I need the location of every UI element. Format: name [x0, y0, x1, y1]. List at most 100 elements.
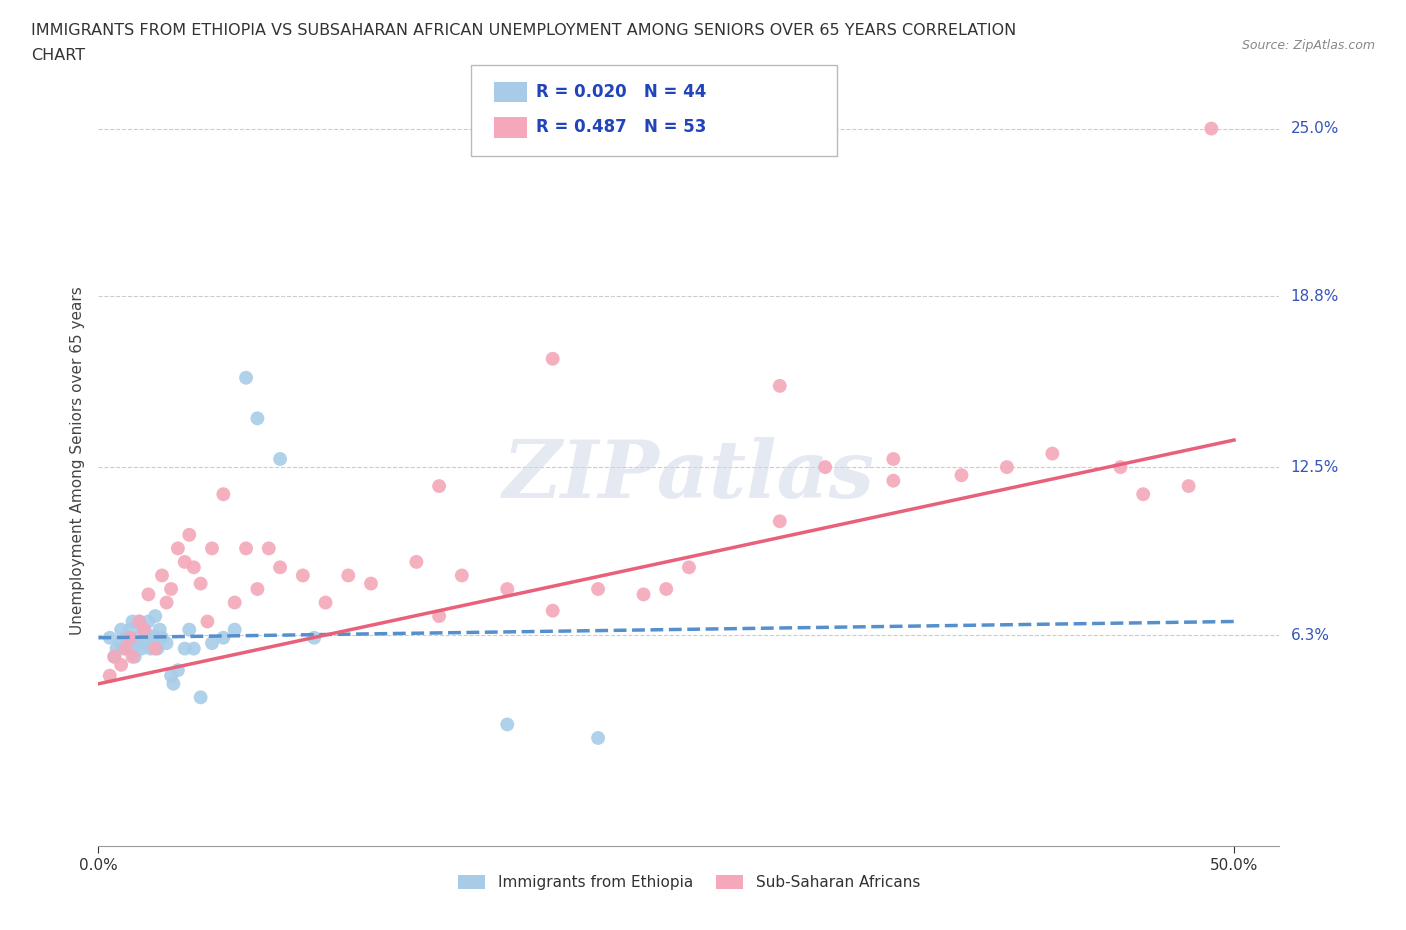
- Text: 25.0%: 25.0%: [1291, 121, 1339, 136]
- Point: [131, 641, 153, 656]
- Point: [655, 581, 678, 596]
- Point: [138, 628, 160, 643]
- Point: [496, 581, 519, 596]
- Point: [405, 554, 427, 569]
- Text: ZIPatlas: ZIPatlas: [503, 437, 875, 514]
- Point: [427, 608, 450, 623]
- Point: [167, 663, 190, 678]
- Point: [1132, 486, 1154, 501]
- Point: [103, 649, 125, 664]
- Point: [190, 577, 212, 591]
- Point: [173, 554, 195, 569]
- Text: R = 0.487   N = 53: R = 0.487 N = 53: [536, 118, 706, 137]
- Point: [541, 604, 564, 618]
- Y-axis label: Unemployment Among Seniors over 65 years: Unemployment Among Seniors over 65 years: [69, 286, 84, 634]
- Point: [246, 581, 269, 596]
- Point: [121, 649, 143, 664]
- Point: [155, 636, 177, 651]
- Point: [114, 631, 136, 645]
- Point: [235, 541, 257, 556]
- Point: [224, 595, 246, 610]
- Text: 12.5%: 12.5%: [1291, 459, 1339, 474]
- Point: [155, 595, 177, 610]
- Point: [128, 614, 150, 629]
- Point: [132, 636, 155, 651]
- Point: [201, 541, 224, 556]
- Point: [212, 631, 235, 645]
- Point: [110, 622, 132, 637]
- Point: [995, 459, 1018, 474]
- Point: [128, 631, 150, 645]
- Point: [1109, 459, 1132, 474]
- Point: [138, 587, 160, 602]
- Text: 18.8%: 18.8%: [1291, 289, 1339, 304]
- Point: [769, 379, 792, 393]
- Point: [882, 452, 904, 467]
- Point: [541, 352, 564, 366]
- Point: [160, 669, 183, 684]
- Point: [114, 641, 136, 656]
- Point: [120, 622, 142, 637]
- Point: [235, 370, 257, 385]
- Point: [112, 641, 135, 656]
- Point: [143, 641, 166, 656]
- Point: [139, 641, 162, 656]
- Point: [98, 631, 121, 645]
- Point: [190, 690, 212, 705]
- Point: [167, 541, 190, 556]
- Point: [1177, 479, 1199, 494]
- Text: R = 0.020   N = 44: R = 0.020 N = 44: [536, 83, 706, 101]
- Text: 6.3%: 6.3%: [1291, 628, 1330, 643]
- Point: [179, 527, 201, 542]
- Point: [337, 568, 360, 583]
- Point: [246, 411, 269, 426]
- Point: [1201, 121, 1223, 136]
- Point: [197, 614, 219, 629]
- Point: [678, 560, 700, 575]
- Point: [110, 658, 132, 672]
- Point: [120, 631, 142, 645]
- Point: [138, 614, 160, 629]
- Point: [132, 622, 155, 637]
- Point: [149, 622, 172, 637]
- Point: [586, 581, 609, 596]
- Point: [769, 514, 792, 529]
- Point: [103, 649, 125, 664]
- Point: [143, 631, 166, 645]
- Point: [162, 676, 184, 691]
- Point: [950, 468, 973, 483]
- Point: [143, 608, 166, 623]
- Point: [142, 636, 165, 651]
- Point: [224, 622, 246, 637]
- Legend: Immigrants from Ethiopia, Sub-Saharan Africans: Immigrants from Ethiopia, Sub-Saharan Af…: [451, 870, 927, 897]
- Point: [183, 641, 205, 656]
- Point: [201, 636, 224, 651]
- Point: [1040, 446, 1063, 461]
- Point: [315, 595, 337, 610]
- Point: [150, 568, 173, 583]
- Point: [150, 631, 173, 645]
- Point: [496, 717, 519, 732]
- Point: [121, 614, 143, 629]
- Point: [633, 587, 655, 602]
- Point: [269, 452, 291, 467]
- Point: [257, 541, 280, 556]
- Point: [450, 568, 472, 583]
- Text: Source: ZipAtlas.com: Source: ZipAtlas.com: [1241, 39, 1375, 52]
- Point: [125, 636, 148, 651]
- Point: [882, 473, 904, 488]
- Point: [269, 560, 291, 575]
- Point: [179, 622, 201, 637]
- Point: [173, 641, 195, 656]
- Point: [427, 479, 450, 494]
- Point: [117, 636, 139, 651]
- Point: [212, 486, 235, 501]
- Point: [291, 568, 314, 583]
- Text: CHART: CHART: [31, 48, 84, 63]
- Point: [814, 459, 837, 474]
- Point: [360, 577, 382, 591]
- Point: [302, 631, 325, 645]
- Point: [183, 560, 205, 575]
- Text: IMMIGRANTS FROM ETHIOPIA VS SUBSAHARAN AFRICAN UNEMPLOYMENT AMONG SENIORS OVER 6: IMMIGRANTS FROM ETHIOPIA VS SUBSAHARAN A…: [31, 23, 1017, 38]
- Point: [132, 622, 155, 637]
